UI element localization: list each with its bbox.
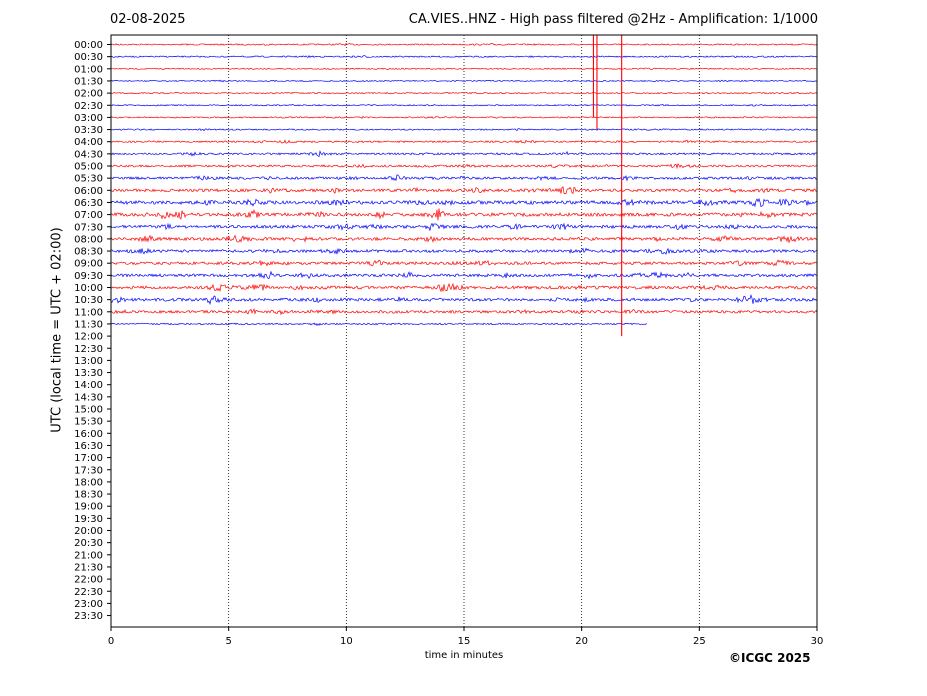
y-tick-label: 19:00 (74, 502, 103, 513)
y-tick-label: 14:00 (74, 380, 103, 391)
y-tick-label: 01:30 (74, 76, 103, 87)
y-tick-label: 10:30 (74, 295, 103, 306)
trace-08:00 (110, 234, 818, 244)
trace-01:30 (110, 79, 818, 83)
x-tick-label: 25 (693, 636, 706, 647)
trace-07:30 (110, 222, 818, 231)
y-tick-label: 18:00 (74, 477, 103, 488)
trace-05:30 (110, 174, 818, 182)
y-tick-label: 05:30 (74, 174, 103, 185)
trace-01:00 (111, 67, 818, 71)
trace-02:30 (110, 104, 818, 107)
y-tick-label: 19:30 (74, 514, 103, 525)
trace-04:30 (110, 150, 818, 158)
y-tick-label: 05:00 (74, 162, 103, 173)
y-tick-label: 04:30 (74, 149, 103, 160)
y-tick-label: 09:30 (74, 271, 103, 282)
trace-00:30 (110, 55, 818, 59)
trace-02:00 (110, 91, 818, 95)
y-tick-label: 15:30 (74, 417, 103, 428)
y-tick-label: 02:00 (74, 89, 103, 100)
y-tick-label: 07:00 (74, 210, 103, 221)
y-tick-label: 16:30 (74, 441, 103, 452)
y-tick-label: 07:30 (74, 222, 103, 233)
chart-title: CA.VIES..HNZ - High pass filtered @2Hz -… (408, 12, 818, 27)
trace-04:00 (110, 139, 818, 144)
trace-03:00 (110, 115, 818, 119)
trace-07:00 (110, 208, 818, 221)
y-tick-label: 12:30 (74, 344, 103, 355)
x-tick-label: 15 (458, 636, 471, 647)
trace-06:30 (110, 197, 818, 208)
y-tick-label: 13:00 (74, 356, 103, 367)
y-tick-label: 14:30 (74, 392, 103, 403)
x-tick-label: 5 (225, 636, 231, 647)
y-tick-label: 15:00 (74, 405, 103, 416)
x-tick-label: 20 (575, 636, 588, 647)
y-tick-label: 00:30 (74, 52, 103, 63)
y-tick-label: 10:00 (74, 283, 103, 294)
y-tick-label: 17:00 (74, 453, 103, 464)
trace-10:30 (110, 294, 818, 306)
y-tick-label: 11:00 (74, 307, 103, 318)
y-tick-label: 11:30 (74, 319, 103, 330)
trace-00:00 (110, 43, 818, 47)
y-tick-label: 06:00 (74, 186, 103, 197)
trace-09:30 (110, 270, 818, 280)
y-tick-label: 13:30 (74, 368, 103, 379)
y-tick-label: 21:00 (74, 550, 103, 561)
y-tick-label: 23:30 (74, 611, 103, 622)
trace-08:30 (110, 247, 818, 255)
x-tick-label: 0 (108, 636, 114, 647)
date-label: 02-08-2025 (110, 12, 186, 27)
y-tick-label: 23:00 (74, 599, 103, 610)
x-ticks: 0 5 10 15 20 25 30 (108, 627, 824, 647)
trace-10:00 (110, 282, 818, 293)
y-tick-label: 18:30 (74, 490, 103, 501)
y-tick-label: 22:00 (74, 575, 103, 586)
y-tick-label: 03:00 (74, 113, 103, 124)
y-tick-label: 20:30 (74, 538, 103, 549)
trace-layer (110, 43, 818, 327)
y-tick-label: 02:30 (74, 101, 103, 112)
trace-05:00 (110, 163, 818, 170)
y-tick-label: 12:00 (74, 332, 103, 343)
y-tick-label: 20:00 (74, 526, 103, 537)
y-tick-label: 21:30 (74, 562, 103, 573)
y-tick-label: 06:30 (74, 198, 103, 209)
x-tick-label: 10 (340, 636, 353, 647)
y-tick-label: 22:30 (74, 587, 103, 598)
y-tick-label: 03:30 (74, 125, 103, 136)
y-tick-label: 08:00 (74, 234, 103, 245)
y-tick-label: 01:00 (74, 64, 103, 75)
y-tick-label: 08:30 (74, 247, 103, 258)
plot-frame (110, 34, 818, 628)
y-tick-label: 04:00 (74, 137, 103, 148)
spike-layer (592, 35, 623, 337)
trace-11:00 (110, 308, 818, 316)
trace-09:00 (110, 259, 818, 267)
trace-06:00 (110, 186, 818, 195)
trace-03:30 (110, 127, 818, 132)
y-tick-label: 16:00 (74, 429, 103, 440)
grid-layer (228, 35, 700, 627)
trace-11:30 (110, 322, 648, 327)
x-axis-label: time in minutes (424, 650, 504, 661)
y-tick-label: 09:00 (74, 259, 103, 270)
copyright-label: ©ICGC 2025 (729, 651, 811, 665)
y-tick-label: 17:30 (74, 465, 103, 476)
y-tick-label: 00:00 (74, 40, 103, 51)
x-tick-label: 30 (811, 636, 824, 647)
